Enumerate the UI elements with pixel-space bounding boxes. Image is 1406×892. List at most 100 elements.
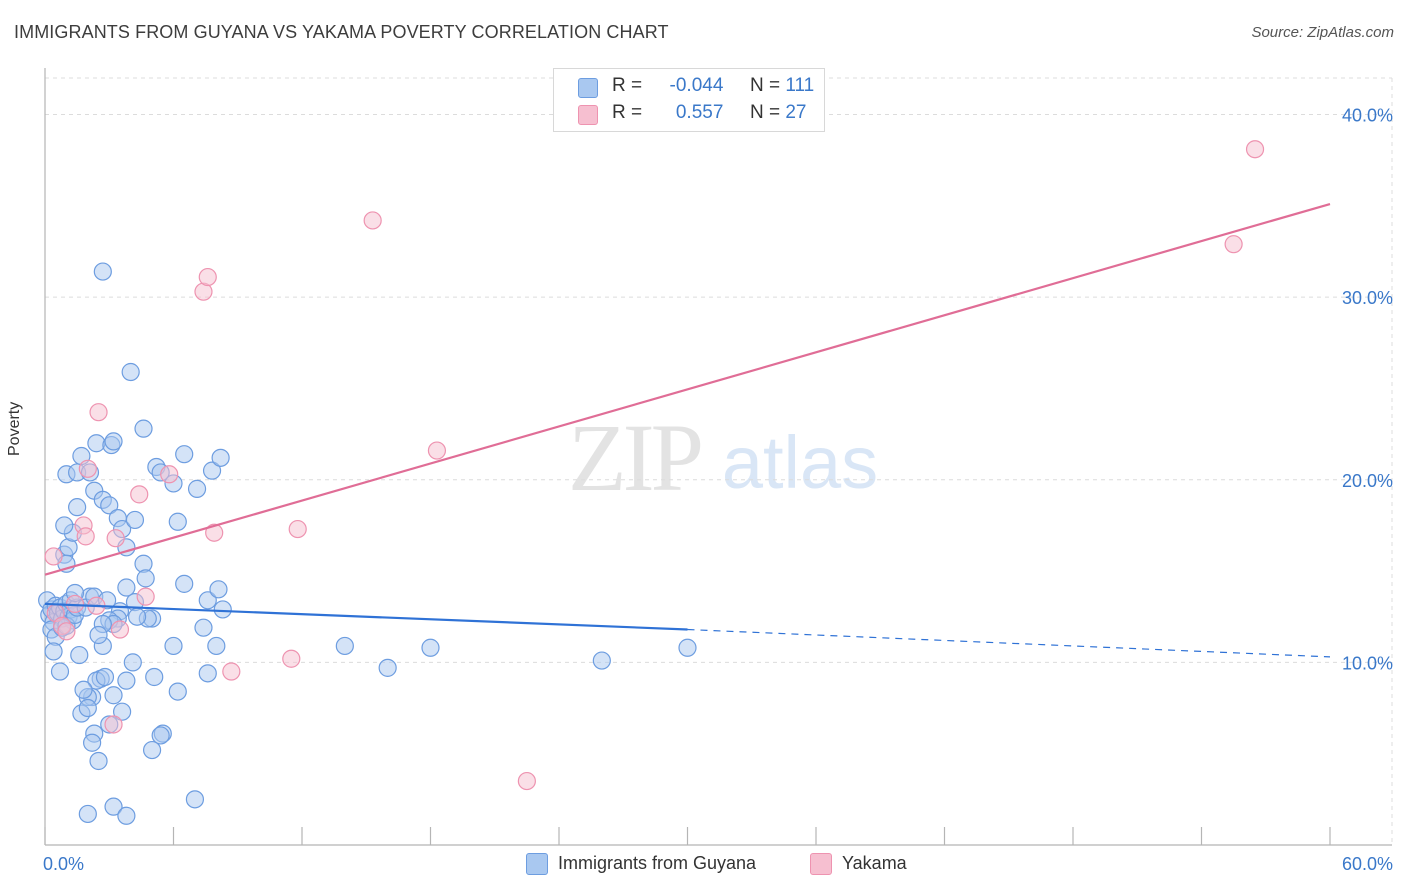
chart-title: IMMIGRANTS FROM GUYANA VS YAKAMA POVERTY…: [14, 22, 669, 42]
series-immigrants-from-guyana: [38, 262, 697, 825]
trend-line-guyana-extension: [687, 628, 1331, 658]
data-point-guyana: [112, 702, 132, 721]
data-point-guyana: [87, 434, 106, 453]
data-point-guyana: [127, 607, 147, 626]
data-point-guyana: [151, 726, 170, 745]
data-point-yakama: [136, 587, 155, 606]
data-point-yakama: [160, 465, 179, 484]
series-yakama: [44, 140, 1265, 791]
data-point-guyana: [209, 580, 228, 599]
data-point-guyana: [125, 510, 145, 530]
axes: [44, 68, 1392, 846]
legend-swatch-blue: [526, 853, 548, 875]
tick-labels: 10.0% 20.0% 30.0% 40.0% 0.0% 60.0%: [43, 106, 1393, 874]
data-point-guyana: [678, 638, 697, 657]
y-tick-label: 40.0%: [1342, 106, 1393, 126]
data-point-guyana: [74, 680, 93, 699]
data-point-yakama: [427, 441, 447, 460]
legend-label-yakama: Yakama: [842, 853, 907, 873]
n-label: N =: [749, 75, 781, 96]
data-point-guyana: [68, 498, 87, 517]
gridlines: [45, 77, 1393, 845]
r-value-yakama: 0.557: [675, 102, 724, 123]
data-point-guyana: [104, 432, 123, 451]
data-point-yakama: [222, 662, 241, 681]
x-tick-label: 60.0%: [1342, 854, 1393, 874]
legend-label-guyana: Immigrants from Guyana: [558, 853, 757, 873]
legend-swatch-pink: [578, 105, 598, 125]
data-point-guyana: [89, 751, 108, 771]
data-point-guyana: [78, 804, 97, 824]
data-point-guyana: [117, 671, 136, 690]
watermark: ZIP atlas: [568, 404, 878, 511]
data-point-yakama: [198, 267, 217, 287]
data-point-guyana: [70, 645, 89, 665]
data-point-yakama: [130, 485, 149, 504]
data-point-guyana: [198, 664, 217, 683]
data-point-guyana: [164, 636, 183, 656]
data-point-guyana: [50, 662, 70, 681]
legend-swatch-pink: [810, 853, 832, 875]
data-point-guyana: [104, 797, 123, 816]
n-value-yakama: 27: [785, 102, 807, 123]
data-point-guyana: [123, 653, 142, 672]
data-point-guyana: [187, 479, 207, 498]
watermark-atlas: atlas: [722, 421, 878, 504]
data-point-guyana: [185, 790, 205, 809]
data-point-guyana: [194, 618, 213, 637]
y-tick-label: 10.0%: [1342, 653, 1393, 673]
trend-line-guyana: [44, 602, 688, 631]
data-point-guyana: [55, 516, 74, 535]
x-tick-label: 0.0%: [43, 854, 84, 874]
n-value-guyana: 111: [785, 75, 815, 96]
data-point-yakama: [110, 620, 130, 639]
legend-text: R = 0.557 N = 27: [612, 102, 806, 124]
data-point-guyana: [136, 569, 155, 588]
data-point-guyana: [421, 638, 440, 657]
data-point-yakama: [76, 527, 95, 546]
data-point-guyana: [134, 419, 153, 438]
data-point-guyana: [142, 740, 162, 760]
data-point-yakama: [106, 529, 125, 548]
data-point-guyana: [202, 461, 222, 480]
data-point-guyana: [592, 651, 611, 670]
r-label: R =: [612, 75, 643, 96]
data-point-yakama: [363, 211, 382, 230]
y-tick-label: 30.0%: [1342, 288, 1393, 308]
data-point-yakama: [517, 771, 536, 791]
data-point-yakama: [288, 519, 307, 539]
r-label: R =: [612, 102, 643, 123]
data-point-guyana: [198, 591, 217, 610]
trend-line-yakama: [44, 202, 1331, 576]
data-point-guyana: [211, 448, 230, 467]
data-point-guyana: [93, 262, 112, 281]
data-point-yakama: [1245, 140, 1265, 159]
data-point-guyana: [89, 625, 108, 645]
correlation-legend: R = -0.044 N = 111 R = 0.557 N = 27: [553, 68, 825, 132]
data-point-yakama: [89, 403, 108, 422]
data-point-guyana: [378, 658, 397, 677]
data-point-guyana: [44, 642, 63, 661]
data-point-guyana: [335, 636, 354, 656]
y-tick-label: 20.0%: [1342, 471, 1393, 491]
data-point-guyana: [121, 362, 140, 382]
data-point-yakama: [1224, 235, 1243, 254]
data-point-yakama: [57, 622, 76, 641]
data-point-guyana: [95, 667, 115, 687]
data-point-yakama: [44, 547, 63, 566]
data-point-yakama: [282, 649, 301, 668]
data-point-guyana: [117, 578, 136, 597]
data-point-guyana: [213, 600, 232, 619]
data-point-guyana: [78, 698, 97, 718]
data-point-guyana: [117, 806, 136, 825]
trend-lines: [44, 202, 1331, 658]
data-point-guyana: [175, 445, 194, 464]
data-point-guyana: [207, 636, 226, 656]
source-label: Source: ZipAtlas.com: [1251, 24, 1394, 41]
r-value-guyana: -0.044: [669, 75, 724, 96]
data-point-guyana: [83, 733, 102, 752]
data-point-guyana: [168, 682, 187, 701]
data-point-guyana: [104, 686, 123, 705]
data-point-guyana: [175, 574, 194, 593]
